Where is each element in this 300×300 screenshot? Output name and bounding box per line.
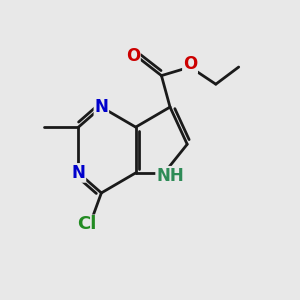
Text: O: O — [183, 55, 197, 73]
Text: O: O — [126, 46, 140, 64]
Text: N: N — [94, 98, 108, 116]
Text: NH: NH — [156, 167, 184, 185]
Text: N: N — [71, 164, 85, 182]
Text: Cl: Cl — [77, 215, 97, 233]
